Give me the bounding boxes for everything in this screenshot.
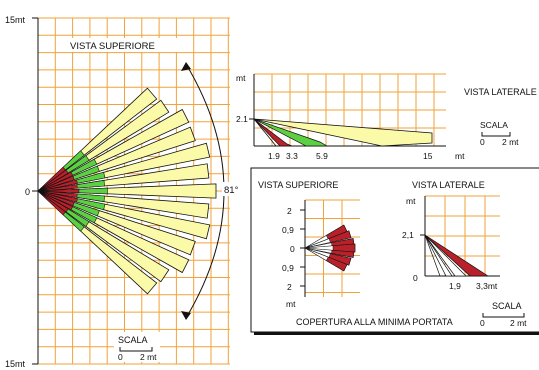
title-bg: [68, 38, 188, 52]
beam-group: [37, 190, 170, 283]
beam-group: [37, 190, 210, 219]
min-range-panel: [250, 167, 539, 333]
panel-side-x-tick-2: 3,3mt: [476, 281, 498, 291]
short-beam: [37, 179, 78, 192]
panel-scale-end: 2 mt: [510, 318, 527, 328]
side-x-unit: mt: [455, 151, 465, 161]
short-beam: [37, 190, 66, 216]
beam-group: [37, 87, 158, 192]
panel-red-beam: [328, 230, 352, 243]
short-beam: [37, 190, 74, 211]
side-view-beams: [253, 118, 433, 147]
panel-side-height-label: 2,1: [402, 230, 414, 240]
panel-caption: COPERTURA ALLA MINIMA PORTATA: [296, 317, 453, 327]
arc-arrow-bottom: [181, 311, 191, 320]
panel-side-red-beam: [424, 234, 490, 277]
short-beam: [37, 175, 75, 192]
side-height-label: 2.1: [236, 114, 248, 124]
side-x-tick-2: 3.3: [286, 151, 298, 161]
panel-top-tick-5: 2: [287, 282, 292, 292]
long-beam: [37, 183, 217, 199]
beam-group: [37, 183, 217, 199]
top-y-label-top: 15mt: [5, 15, 26, 25]
angle-bg: [222, 182, 244, 196]
beam-group: [37, 190, 190, 274]
angle-label: 81°: [224, 185, 239, 196]
panel-red-beam: [332, 243, 356, 253]
top-y-label-bottom: 15mt: [5, 359, 26, 369]
top-scale-bar: [119, 347, 153, 352]
arc-arrow-top: [181, 62, 191, 71]
panel-side-x-tick-1: 1,9: [449, 281, 461, 291]
side-view-title: VISTA LATERALE: [464, 87, 537, 97]
side-long-beam: [253, 118, 433, 147]
panel-side-ray: [424, 234, 441, 277]
side-ray: [253, 118, 277, 147]
beam-group: [37, 190, 158, 295]
beam-group: [37, 99, 170, 192]
beam-group: [37, 108, 190, 192]
panel-top-beams: [304, 224, 356, 272]
beam-group: [37, 142, 211, 192]
panel-top-tick-3: 0: [290, 244, 295, 254]
side-mid-beam: [253, 118, 329, 147]
panel-side-white-beam: [424, 234, 453, 277]
side-scale-end: 2 mt: [502, 137, 519, 147]
short-beam: [37, 171, 74, 192]
side-x-tick-1: 1.9: [268, 151, 280, 161]
side-x-tick-4: 15: [423, 151, 433, 161]
panel-beam-group: [304, 247, 348, 272]
top-view-title: VISTA SUPERIORE: [70, 41, 155, 52]
side-short-beam: [253, 118, 293, 147]
panel-scale-bar: [482, 313, 525, 318]
panel-top-ticks: [300, 209, 305, 287]
panel-top-title: VISTA SUPERIORE: [258, 180, 338, 190]
beam-group: [37, 126, 196, 192]
panel-side-beams: [424, 234, 490, 277]
panel-top-unit: mt: [286, 299, 296, 309]
panel-side-title: VISTA LATERALE: [412, 180, 485, 190]
side-scale-start: 0: [480, 137, 485, 147]
top-scale-end: 2 mt: [140, 352, 157, 362]
side-x-tick-3: 5.9: [316, 151, 328, 161]
top-view-beams: [37, 87, 217, 295]
panel-red-beam: [328, 253, 352, 266]
panel-red-beam: [326, 256, 348, 272]
top-scale-start: 0: [118, 352, 123, 362]
short-beam: [37, 184, 78, 192]
panel-scale-title: SCALA: [492, 301, 522, 311]
panel-scale-start: 0: [480, 318, 485, 328]
side-scale-bar: [481, 132, 511, 137]
panel-top-tick-4: 0,9: [282, 263, 294, 273]
panel-top-tick-1: 2: [287, 206, 292, 216]
panel-side-y-unit: mt: [406, 196, 416, 206]
panel-beam-group: [304, 224, 348, 249]
beam-group: [37, 163, 210, 192]
panel-side-white-beam: [424, 234, 467, 277]
beam-group: [37, 190, 196, 256]
top-y-label-middle: 0: [25, 187, 30, 197]
panel-top-tick-2: 0,9: [282, 225, 294, 235]
side-scale-title: SCALA: [480, 120, 508, 130]
top-scale-title: SCALA: [118, 335, 148, 345]
panel-beam-center: [304, 243, 356, 253]
panel-beam-group: [304, 230, 352, 249]
side-y-unit: mt: [236, 73, 246, 83]
panel-side-origin: 0: [413, 273, 418, 283]
short-beam: [37, 188, 80, 194]
